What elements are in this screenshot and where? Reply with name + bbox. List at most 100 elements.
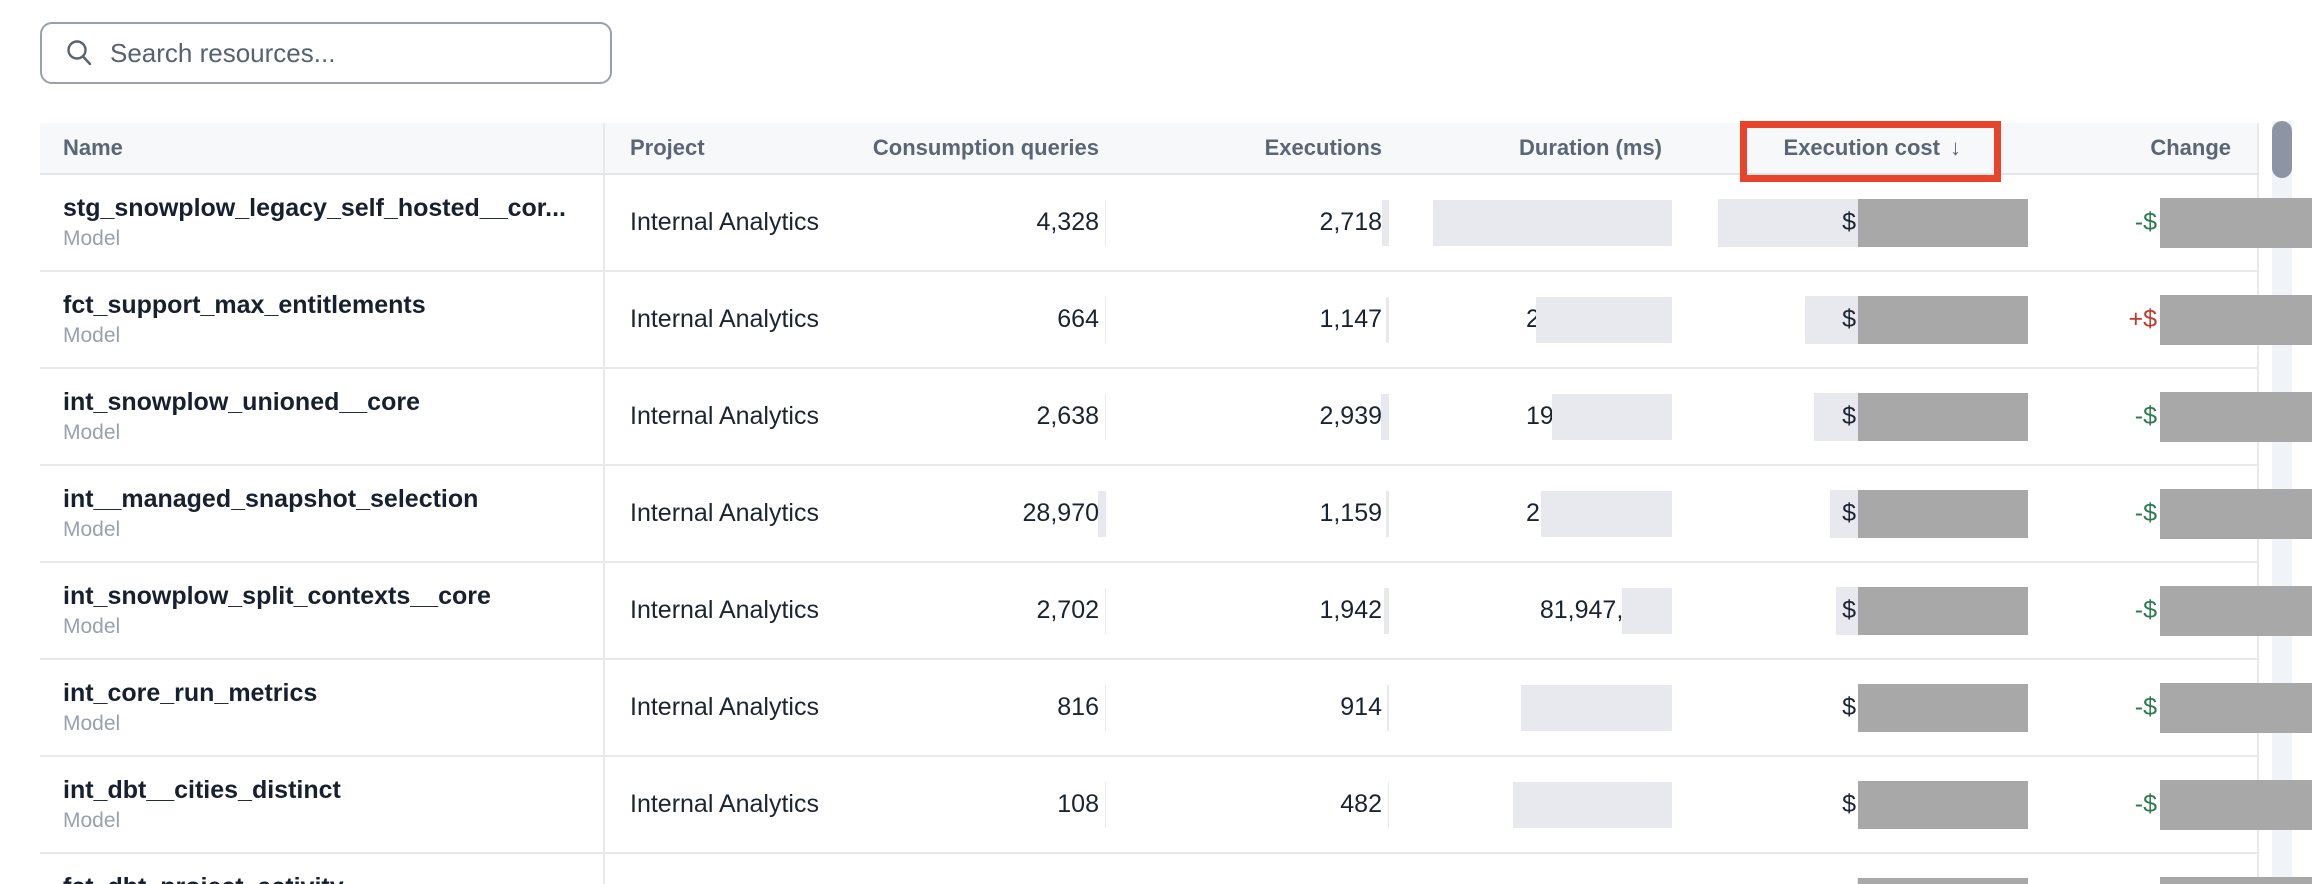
executions-bar: [1384, 587, 1389, 634]
table-row[interactable]: int_snowplow_split_contexts__core Model …: [40, 563, 2312, 660]
execution-cost-cell: $: [1672, 369, 2028, 464]
redacted-value: [1858, 198, 2028, 247]
column-header-duration[interactable]: Duration (ms): [1519, 135, 1662, 160]
search-box[interactable]: [40, 22, 612, 84]
table-row[interactable]: int_core_run_metrics Model Internal Anal…: [40, 660, 2312, 757]
consumption-queries-cell: 816: [820, 660, 1107, 755]
table-row[interactable]: int_dbt__cities_distinct Model Internal …: [40, 757, 2312, 854]
execution-cost-cell: $: [1672, 660, 2028, 755]
resource-name[interactable]: int_snowplow_unioned__core: [63, 388, 420, 416]
duration-cell: 221,103,877: [1390, 272, 1672, 367]
executions-bar: [1386, 490, 1389, 537]
table-row[interactable]: fct_dbt_project_activity Model: [40, 854, 2312, 884]
executions-cell: 2,718: [1107, 175, 1390, 270]
change-cell: -$: [2028, 757, 2312, 852]
project-cell: Internal Analytics: [630, 596, 819, 624]
execution-cost-cell: [1672, 854, 2028, 884]
redacted-value: [1858, 392, 2028, 441]
project-cell: Internal Analytics: [630, 693, 819, 721]
resource-name[interactable]: fct_support_max_entitlements: [63, 291, 426, 319]
executions-cell: 2,939: [1107, 369, 1390, 464]
redacted-value: [1858, 586, 2028, 635]
resource-name[interactable]: int_snowplow_split_contexts__core: [63, 582, 491, 610]
executions-bar: [1388, 781, 1389, 828]
column-header-project[interactable]: Project: [630, 135, 705, 160]
executions-cell: 1,147: [1107, 272, 1390, 367]
consumption-queries-bar: [1098, 490, 1106, 537]
scrollbar-thumb[interactable]: [2272, 121, 2292, 178]
column-divider: [603, 123, 605, 884]
column-header-name[interactable]: Name: [63, 135, 123, 160]
search-input[interactable]: [108, 36, 572, 70]
redacted-value: [2160, 294, 2312, 345]
column-header-change[interactable]: Change: [2150, 135, 2231, 160]
redacted-value: [1858, 295, 2028, 344]
sort-desc-arrow-icon: ↓: [1950, 135, 1961, 160]
executions-cell: 482: [1107, 757, 1390, 852]
currency-prefix: $: [1842, 402, 1856, 430]
duration-bar: [1433, 199, 1672, 246]
change-prefix: +$: [2128, 305, 2157, 333]
redacted-value: [2160, 682, 2312, 733]
table-row[interactable]: fct_support_max_entitlements Model Inter…: [40, 272, 2312, 369]
duration-cell: 195,476,129: [1390, 369, 1672, 464]
consumption-queries-bar: [1105, 684, 1106, 731]
consumption-queries-bar: [1105, 781, 1106, 828]
table-row[interactable]: stg_snowplow_legacy_self_hosted__cor... …: [40, 175, 2312, 272]
redacted-value: [1858, 877, 2028, 884]
change-prefix: -$: [2134, 499, 2157, 527]
executions-cell: 914: [1107, 660, 1390, 755]
duration-cell: 81,947,573: [1390, 563, 1672, 658]
duration-bar: [1541, 490, 1672, 537]
duration-bar: [1536, 296, 1672, 343]
consumption-queries-cell: [820, 854, 1107, 884]
resource-name[interactable]: stg_snowplow_legacy_self_hosted__cor...: [63, 194, 566, 222]
change-cell: -$: [2028, 466, 2312, 561]
resource-name[interactable]: fct_dbt_project_activity: [63, 871, 344, 884]
execution-cost-cell: $: [1672, 757, 2028, 852]
currency-prefix: $: [1842, 596, 1856, 624]
change-cell: -$: [2028, 660, 2312, 755]
column-header-execution-cost[interactable]: Execution cost ↓: [1672, 135, 2028, 161]
project-cell: Internal Analytics: [630, 499, 819, 527]
consumption-queries-cell: 2,702: [820, 563, 1107, 658]
redacted-value: [2160, 391, 2312, 442]
column-header-consumption-queries[interactable]: Consumption queries: [872, 135, 1099, 160]
project-cell: Internal Analytics: [630, 305, 819, 333]
consumption-queries-bar: [1105, 587, 1106, 634]
project-cell: Internal Analytics: [630, 402, 819, 430]
redacted-value: [1858, 489, 2028, 538]
redacted-value: [2160, 488, 2312, 539]
resource-type-label: Model: [63, 324, 121, 347]
currency-prefix: $: [1842, 693, 1856, 721]
execution-cost-highlight-box: [1740, 121, 2001, 182]
duration-bar: [1622, 587, 1672, 634]
column-header-executions[interactable]: Executions: [1264, 135, 1382, 160]
consumption-queries-cell: 4,328: [820, 175, 1107, 270]
resource-type-label: Model: [63, 712, 121, 735]
table-row[interactable]: int__managed_snapshot_selection Model In…: [40, 466, 2312, 563]
resource-type-label: Model: [63, 227, 121, 250]
change-cell: +$: [2028, 272, 2312, 367]
duration-cell: [1390, 854, 1672, 884]
redacted-value: [1858, 780, 2028, 829]
execution-cost-cell: $: [1672, 272, 2028, 367]
change-cell: [2028, 854, 2312, 884]
project-cell: Internal Analytics: [630, 790, 819, 818]
consumption-queries-bar: [1105, 199, 1106, 246]
executions-cell: [1107, 854, 1390, 884]
search-icon: [67, 40, 92, 66]
duration-bar: [1513, 781, 1672, 828]
redacted-value: [2160, 585, 2312, 636]
resource-name[interactable]: int_dbt__cities_distinct: [63, 776, 341, 804]
change-prefix: -$: [2134, 402, 2157, 430]
duration-cell: 246,665,109: [1390, 660, 1672, 755]
resource-name[interactable]: int_core_run_metrics: [63, 679, 318, 707]
executions-cell: 1,159: [1107, 466, 1390, 561]
executions-bar: [1386, 296, 1389, 343]
change-cell: -$: [2028, 175, 2312, 270]
redacted-value: [2160, 876, 2312, 884]
resource-name[interactable]: int__managed_snapshot_selection: [63, 485, 479, 513]
table-row[interactable]: int_snowplow_unioned__core Model Interna…: [40, 369, 2312, 466]
